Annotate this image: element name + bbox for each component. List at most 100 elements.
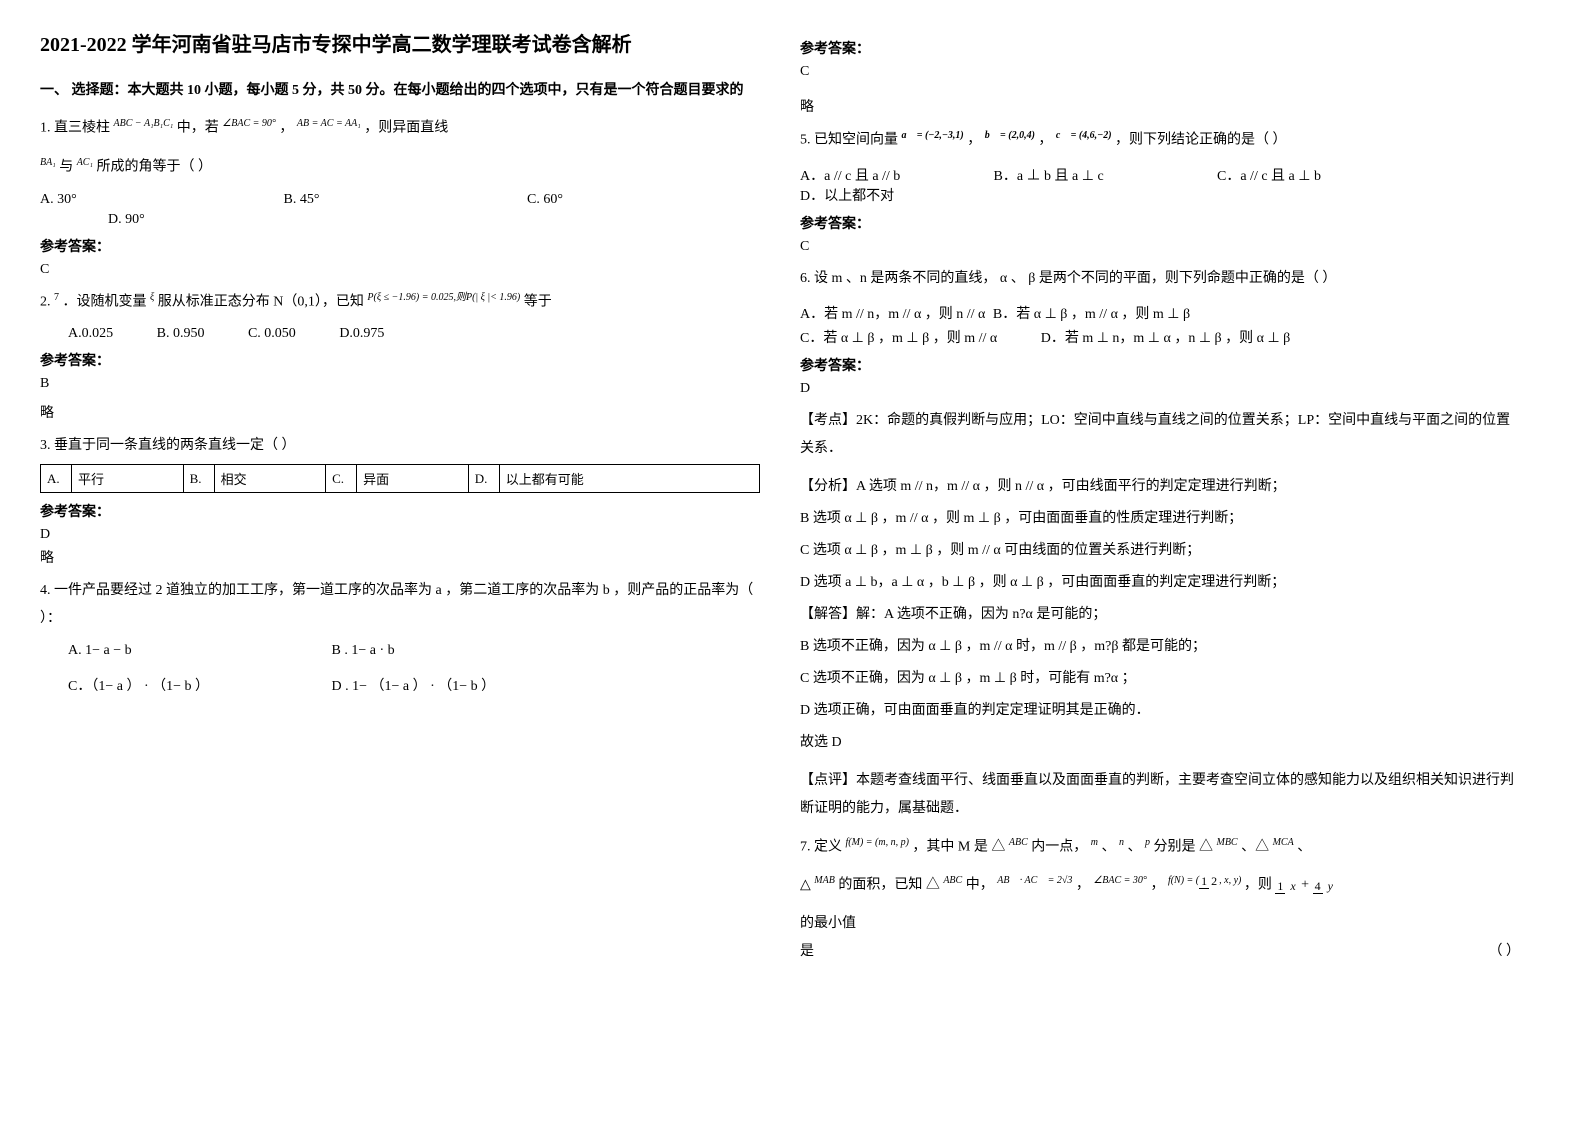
question-7-line3: 的最小值 bbox=[800, 910, 1520, 938]
q7-l2-b: 的面积，已知 △ bbox=[838, 878, 943, 893]
q7-plus: + bbox=[1301, 878, 1312, 893]
q6-optC: C．若 α ⊥ β ，m ⊥ β ，则 m // α bbox=[800, 327, 997, 347]
frac-den: 2 bbox=[1209, 874, 1219, 888]
q3-D-key: D. bbox=[475, 471, 488, 486]
q1-math-c: AB = AC = AA₁ bbox=[297, 114, 361, 134]
question-1: 1. 直三棱柱 ABC − A₁B₁C₁ 中，若 ∠BAC = 90° ， AB… bbox=[40, 114, 760, 143]
q3-D-val: 以上都有可能 bbox=[506, 472, 584, 487]
q5-answer: C bbox=[800, 239, 1520, 255]
q7-text-c: 内一点， bbox=[1031, 839, 1087, 854]
q7-l4-b: （ ） bbox=[1489, 938, 1521, 966]
q7-math-b: AB⃗ · AC⃗ = 2√3 bbox=[997, 871, 1072, 891]
q5-text-a: 5. 已知空间向量 bbox=[800, 133, 902, 148]
frac-den: y bbox=[1326, 880, 1335, 892]
answer-label: 参考答案： bbox=[800, 355, 1520, 375]
q1-ba1: BA₁ bbox=[40, 153, 56, 173]
q5-vec-a: a⃗ = (−2,−3,1) bbox=[902, 126, 964, 146]
q7-frac-1x: 1 x bbox=[1275, 880, 1297, 892]
q6-optA: A．若 m // n，m // α ，则 n // α bbox=[800, 303, 985, 323]
question-3: 3. 垂直于同一条直线的两条直线一定（ ） bbox=[40, 432, 760, 460]
question-4: 4. 一件产品要经过 2 道独立的加工工序，第一道工序的次品率为 a ，第二道工… bbox=[40, 577, 760, 633]
q6-jieda-C: C 选项不正确，因为 α ⊥ β ，m ⊥ β 时，可能有 m?α ； bbox=[800, 665, 1520, 693]
q1-ac1: AC₁ bbox=[77, 153, 93, 173]
q6-fenxi-C: C 选项 α ⊥ β ，m ⊥ β ，则 m // α 可由线面的位置关系进行判… bbox=[800, 537, 1520, 565]
q2-math: P(ξ ≤ −1.96) = 0.025,则P(| ξ |< 1.96) bbox=[367, 288, 520, 308]
q1-math-a: ABC − A₁B₁C₁ bbox=[114, 114, 174, 134]
frac-num: 1 bbox=[1275, 879, 1285, 894]
q3-note: 略 bbox=[40, 547, 760, 567]
q7-l2-e: ， bbox=[1150, 878, 1164, 893]
q6-kaodian: 【考点】2K：命题的真假判断与应用；LO：空间中直线与直线之间的位置关系；LP：… bbox=[800, 407, 1520, 463]
frac-num: 4 bbox=[1313, 879, 1323, 894]
q3-A-val: 平行 bbox=[78, 472, 104, 487]
q7-math-c: ∠BAC = 30° bbox=[1093, 871, 1147, 891]
q7-math-a: f(M) = (m, n, p) bbox=[846, 833, 909, 853]
q4-options-row1: A. 1− a − b B . 1− a · b bbox=[68, 643, 760, 659]
question-1-line2: BA₁ 与 AC₁ 所成的角等于（ ） bbox=[40, 153, 760, 182]
frac-den: x bbox=[1288, 880, 1297, 892]
q3-C-key: C. bbox=[332, 471, 344, 486]
question-7-line1: 7. 定义 f(M) = (m, n, p) ，其中 M 是 △ ABC 内一点… bbox=[800, 833, 1520, 862]
q7-mbc: MBC bbox=[1216, 833, 1237, 853]
q7-p: p bbox=[1145, 833, 1150, 853]
q3-B-key: B. bbox=[190, 471, 202, 486]
q5-sep2: ， bbox=[1038, 133, 1052, 148]
q5-optC: C．a // c 且 a ⊥ b bbox=[1217, 165, 1397, 185]
q5-sep1: ， bbox=[967, 133, 981, 148]
q7-text-d: 分别是 △ bbox=[1153, 839, 1216, 854]
q3-options-table: A. 平行 B. 相交 C. 异面 D. 以上都有可能 bbox=[40, 464, 760, 493]
q6-optD: D．若 m ⊥ n，m ⊥ α ，n ⊥ β ，则 α ⊥ β bbox=[1041, 327, 1291, 347]
q6-guxuan: 故选 D bbox=[800, 729, 1520, 757]
q7-abc: ABC bbox=[1009, 833, 1028, 853]
q7-math-d-a: f(N) = ( bbox=[1168, 871, 1199, 891]
answer-label: 参考答案： bbox=[40, 236, 760, 256]
q6-jieda-head: 【解答】解：A 选项不正确，因为 n?α 是可能的； bbox=[800, 601, 1520, 629]
q7-text-a: 7. 定义 bbox=[800, 839, 846, 854]
q2-text-b: ．设随机变量 bbox=[63, 294, 151, 309]
answer-label: 参考答案： bbox=[40, 350, 760, 370]
question-7-line4: 是 （ ） bbox=[800, 938, 1520, 966]
q6-optB: B．若 α ⊥ β ，m // α ，则 m ⊥ β bbox=[993, 303, 1190, 323]
q5-text-b: ，则下列结论正确的是（ ） bbox=[1115, 133, 1287, 148]
q2-optD: D.0.975 bbox=[339, 326, 384, 342]
q7-l2-c: 中， bbox=[966, 878, 994, 893]
q1-text-c: ， bbox=[279, 121, 293, 136]
q2-answer: B bbox=[40, 376, 760, 392]
q1-text: 1. 直三棱柱 bbox=[40, 121, 114, 136]
q7-l2-f: ，则 bbox=[1244, 878, 1276, 893]
q1-text-b: 中，若 bbox=[177, 121, 223, 136]
q6-fenxi-head: 【分析】A 选项 m // n，m // α ，则 n // α ，可由线面平行… bbox=[800, 473, 1520, 501]
q2-options: A.0.025 B. 0.950 C. 0.050 D.0.975 bbox=[68, 326, 760, 342]
question-2: 2. 7 ．设随机变量 ξ 服从标准正态分布 N（0,1），已知 P(ξ ≤ −… bbox=[40, 288, 760, 317]
q5-optA: A．a // c 且 a // b bbox=[800, 165, 950, 185]
q3-C-val: 异面 bbox=[363, 472, 389, 487]
q2-xi: ξ bbox=[150, 288, 154, 308]
q1-optA: A. 30° bbox=[40, 192, 240, 208]
q3-answer: D bbox=[40, 527, 760, 543]
answer-label: 参考答案： bbox=[800, 213, 1520, 233]
q6-answer: D bbox=[800, 381, 1520, 397]
q1-text-d: ，则异面直线 bbox=[364, 121, 448, 136]
q5-vec-c: c⃗ = (4,6,−2) bbox=[1056, 126, 1112, 146]
q6-fenxi-B: B 选项 α ⊥ β ，m // α ，则 m ⊥ β ，可由面面垂直的性质定理… bbox=[800, 505, 1520, 533]
q5-optD: D．以上都不对 bbox=[800, 185, 894, 205]
q4-optD: D . 1− （1− a ） · （1− b ） bbox=[332, 675, 496, 695]
answer-label: 参考答案： bbox=[40, 501, 760, 521]
q4-optA: A. 1− a − b bbox=[68, 643, 288, 659]
q2-optC: C. 0.050 bbox=[248, 326, 296, 342]
q6-dianping: 【点评】本题考查线面平行、线面垂直以及面面垂直的判断，主要考查空间立体的感知能力… bbox=[800, 767, 1520, 823]
q1-options-row1: A. 30° B. 45° C. 60° bbox=[40, 192, 760, 208]
q2-optB: B. 0.950 bbox=[157, 326, 205, 342]
q4-optB: B . 1− a · b bbox=[332, 643, 395, 659]
q2-note: 略 bbox=[40, 402, 760, 422]
q1-l2-b: 与 bbox=[59, 160, 77, 175]
page-title: 2021-2022 学年河南省驻马店市专探中学高二数学理联考试卷含解析 bbox=[40, 30, 760, 60]
q1-math-b: ∠BAC = 90° bbox=[222, 114, 276, 134]
q7-m: m bbox=[1091, 833, 1098, 853]
q1-l2-d: 所成的角等于（ ） bbox=[96, 160, 212, 175]
q2-text-a: 2. bbox=[40, 294, 54, 309]
q6-options-row2: C．若 α ⊥ β ，m ⊥ β ，则 m // α D．若 m ⊥ n，m ⊥… bbox=[800, 327, 1520, 347]
q7-l2-d: ， bbox=[1076, 878, 1090, 893]
question-7-line2: △ MAB 的面积，已知 △ ABC 中， AB⃗ · AC⃗ = 2√3 ， … bbox=[800, 871, 1520, 900]
q5-optB: B．a ⊥ b 且 a ⊥ c bbox=[994, 165, 1174, 185]
